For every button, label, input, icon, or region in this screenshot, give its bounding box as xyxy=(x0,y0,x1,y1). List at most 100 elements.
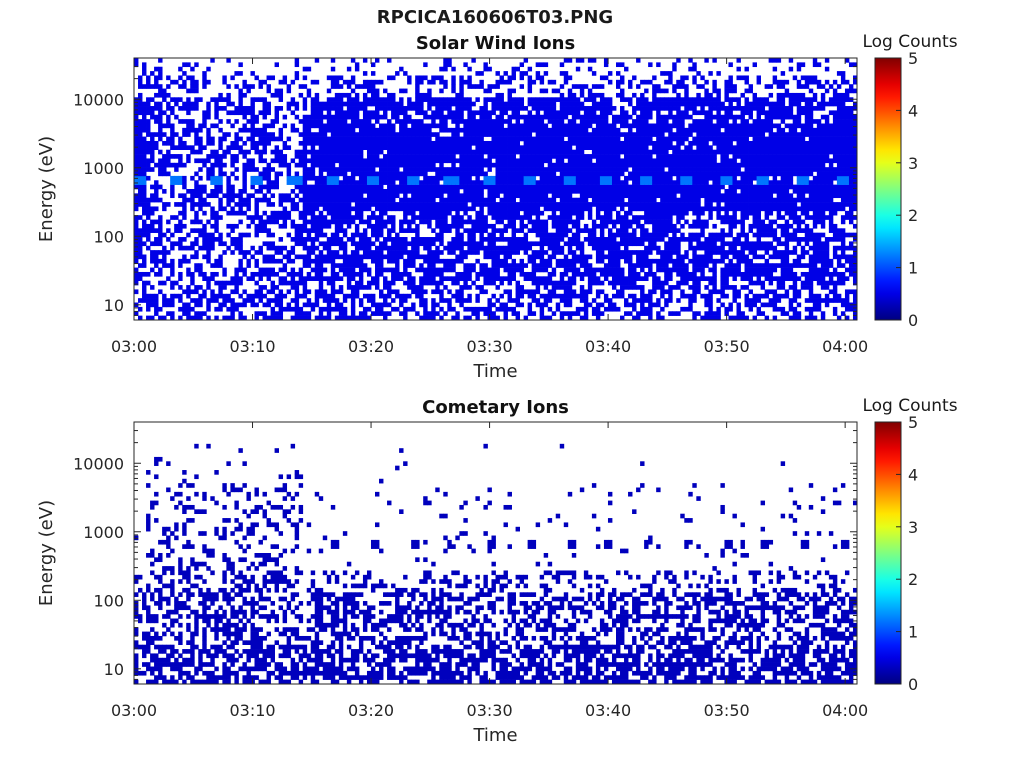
heatmap-cell xyxy=(174,223,179,229)
heatmap-cell xyxy=(306,228,312,233)
heatmap-cell xyxy=(471,140,476,146)
heatmap-cell xyxy=(475,149,480,155)
heatmap-cell xyxy=(591,154,597,159)
heatmap-cell xyxy=(350,162,356,168)
heatmap-cell xyxy=(138,110,143,116)
heatmap-cell xyxy=(636,119,641,124)
heatmap-cell xyxy=(178,228,183,233)
heatmap-cell xyxy=(632,167,637,172)
heatmap-cell xyxy=(302,84,308,89)
heatmap-cell xyxy=(170,293,175,299)
heatmap-cell xyxy=(587,237,593,242)
heatmap-cell xyxy=(310,119,316,124)
heatmap-cell xyxy=(487,280,492,286)
heatmap-cell xyxy=(415,241,420,247)
heatmap-cell xyxy=(142,171,147,177)
heatmap-cell xyxy=(326,293,332,299)
heatmap-cell xyxy=(403,237,408,242)
heatmap-cell xyxy=(350,254,356,260)
heatmap-cell xyxy=(511,123,516,129)
heatmap-cell xyxy=(628,162,633,168)
heatmap-cell xyxy=(403,158,408,164)
heatmap-cell xyxy=(495,306,500,312)
heatmap-cell xyxy=(346,140,352,146)
heatmap-cell xyxy=(547,110,553,116)
heatmap-cell xyxy=(616,140,621,146)
heatmap-cell xyxy=(471,237,476,242)
heatmap-cell xyxy=(395,171,400,177)
heatmap-cell xyxy=(158,158,163,164)
heatmap-cell xyxy=(170,123,175,129)
heatmap-cell xyxy=(322,101,328,107)
heatmap-cell xyxy=(543,149,549,155)
heatmap-cell xyxy=(226,175,231,181)
heatmap-cell xyxy=(583,258,589,264)
heatmap-cell xyxy=(499,276,504,281)
heatmap-cell xyxy=(298,154,304,159)
heatmap-cell xyxy=(511,193,516,199)
heatmap-cell xyxy=(487,197,492,203)
heatmap-cell xyxy=(515,127,520,133)
heatmap-cell xyxy=(278,311,284,316)
heatmap-cell xyxy=(138,136,143,142)
heatmap-cell xyxy=(262,97,267,102)
heatmap-cell xyxy=(455,219,460,225)
heatmap-cell xyxy=(551,140,557,146)
heatmap-cell xyxy=(230,75,235,81)
heatmap-cell xyxy=(523,58,529,63)
heatmap-cell xyxy=(415,132,420,137)
heatmap-cell xyxy=(620,171,625,177)
heatmap-cell xyxy=(350,114,356,120)
heatmap-cell xyxy=(451,75,456,81)
heatmap-cell xyxy=(146,306,151,312)
heatmap-cell xyxy=(487,97,492,102)
heatmap-cell xyxy=(142,210,147,216)
heatmap-cell xyxy=(455,106,460,111)
heatmap-cell xyxy=(587,175,593,181)
heatmap-cell xyxy=(640,263,645,268)
heatmap-cell xyxy=(230,298,235,303)
heatmap-cell xyxy=(636,254,641,260)
heatmap-cell xyxy=(154,184,159,190)
heatmap-cell xyxy=(483,237,488,242)
heatmap-cell xyxy=(431,167,436,172)
heatmap-cell xyxy=(483,110,488,116)
heatmap-cell xyxy=(358,123,364,129)
heatmap-cell xyxy=(258,84,263,89)
heatmap-cell xyxy=(487,298,492,303)
heatmap-cell xyxy=(563,267,569,273)
heatmap-cell xyxy=(519,271,525,277)
heatmap-cell xyxy=(234,158,239,164)
heatmap-cell xyxy=(507,263,512,268)
heatmap-cell xyxy=(543,106,549,111)
heatmap-cell xyxy=(431,228,436,233)
heatmap-cell xyxy=(350,123,356,129)
heatmap-cell xyxy=(294,302,300,308)
heatmap-cell xyxy=(503,237,508,242)
heatmap-cell xyxy=(318,241,324,247)
heatmap-cell xyxy=(206,175,211,181)
heatmap-cell xyxy=(150,110,155,116)
heatmap-cell xyxy=(447,241,452,247)
heatmap-cell xyxy=(234,271,239,277)
heatmap-cell xyxy=(262,184,267,190)
heatmap-cell xyxy=(571,206,577,212)
heatmap-cell xyxy=(142,154,147,159)
heatmap-cell xyxy=(294,58,300,63)
heatmap-cell xyxy=(620,132,625,137)
heatmap-cell xyxy=(302,136,308,142)
heatmap-cell xyxy=(535,254,541,260)
heatmap-cell xyxy=(491,302,496,308)
heatmap-cell xyxy=(443,276,448,281)
heatmap-cell xyxy=(511,267,516,273)
heatmap-cell xyxy=(162,171,167,177)
heatmap-cell xyxy=(579,263,585,268)
heatmap-cell xyxy=(443,97,448,102)
heatmap-cell xyxy=(435,254,440,260)
heatmap-cell xyxy=(495,149,500,155)
heatmap-cell xyxy=(170,245,175,251)
heatmap-cell xyxy=(358,193,364,199)
heatmap-cell xyxy=(439,271,444,277)
heatmap-cell xyxy=(571,84,577,89)
heatmap-cell xyxy=(435,311,440,316)
